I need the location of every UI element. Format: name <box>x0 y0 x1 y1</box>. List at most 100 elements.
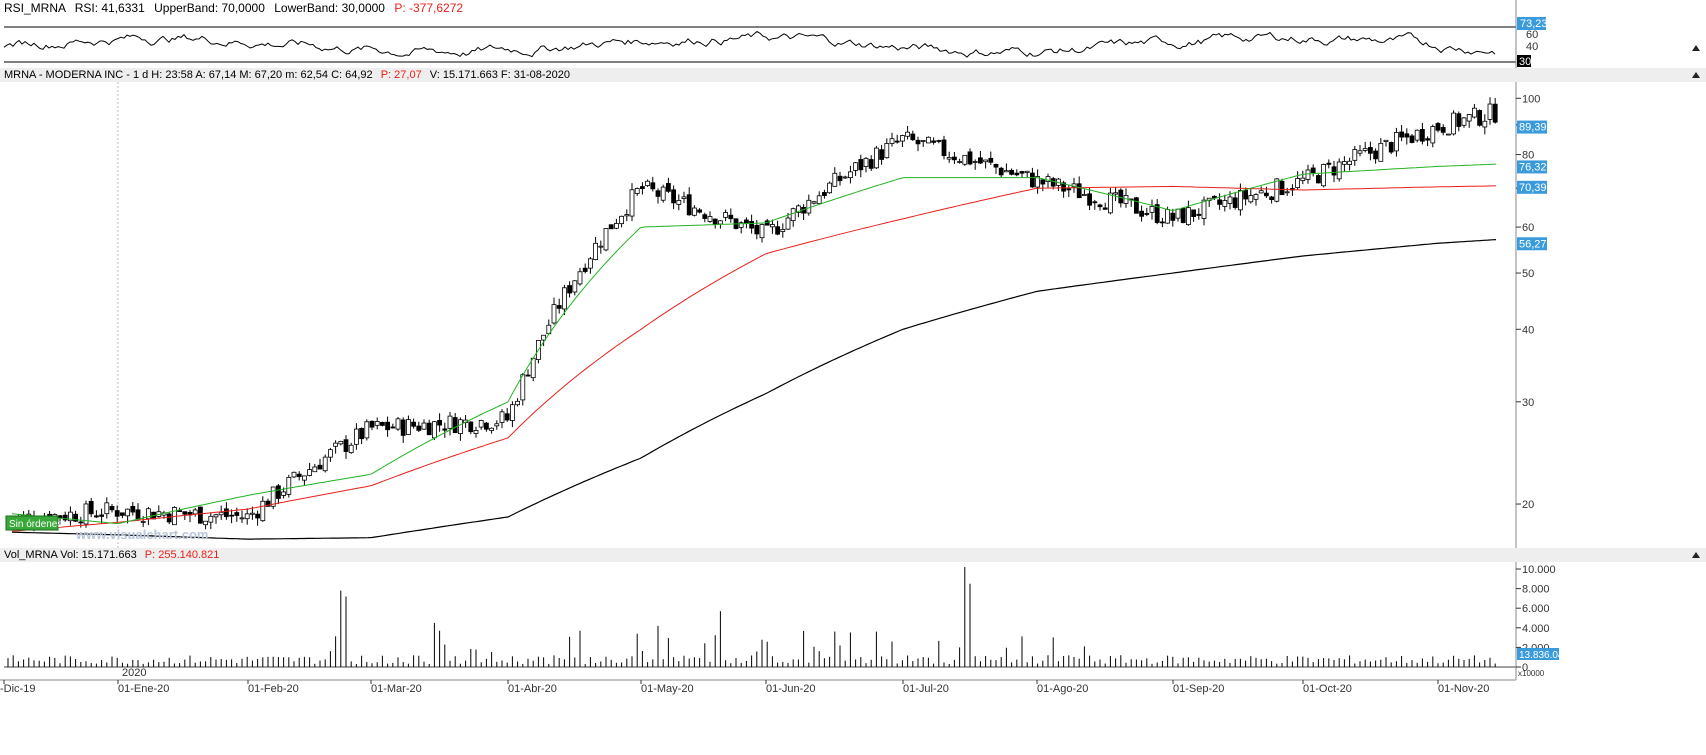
candle <box>338 440 344 445</box>
candle <box>1456 113 1462 127</box>
volume-tick-label: 10.000 <box>1522 564 1556 576</box>
x-tick-label: -Dic-19 <box>0 683 35 695</box>
candle <box>1222 200 1228 207</box>
candle <box>1243 189 1248 200</box>
candle <box>1342 161 1347 165</box>
price-tick-label: 50 <box>1522 268 1534 280</box>
ma-fast-line <box>11 163 1497 525</box>
candle <box>421 422 427 430</box>
candle <box>998 167 1004 176</box>
price-info: MRNA - MODERNA INC - 1 d H: 23:58 A: 67,… <box>4 69 570 81</box>
candle <box>1232 197 1238 208</box>
candle <box>1258 190 1264 194</box>
candle <box>1461 117 1467 126</box>
candle <box>707 216 713 222</box>
candle <box>457 419 463 434</box>
candle <box>577 271 583 285</box>
candle <box>1357 150 1363 154</box>
candle <box>1409 135 1415 143</box>
candle <box>614 223 619 229</box>
candle <box>624 214 630 217</box>
candle <box>957 161 962 163</box>
candle <box>728 214 734 220</box>
price-tick-label: 60 <box>1522 222 1534 234</box>
candle <box>1050 178 1056 187</box>
candle <box>1404 133 1410 138</box>
candle <box>333 442 339 447</box>
volume-tick-label: 8.000 <box>1522 584 1550 596</box>
rsi-lower-badge <box>1517 55 1531 67</box>
candle <box>848 171 853 179</box>
rsi-tick-40: 40 <box>1526 41 1538 53</box>
candle <box>889 138 895 144</box>
candle <box>400 419 406 436</box>
candle <box>1227 196 1233 204</box>
candle <box>863 157 869 167</box>
ma-mid-line <box>11 185 1496 532</box>
candle <box>99 514 104 517</box>
candle <box>572 280 578 293</box>
candle <box>1326 162 1332 165</box>
candle <box>952 156 957 161</box>
candle <box>1024 170 1030 173</box>
candle <box>894 140 900 143</box>
candle <box>832 172 838 187</box>
candle <box>874 147 879 169</box>
candle <box>541 334 546 341</box>
candle <box>1175 208 1181 219</box>
candle <box>796 205 801 213</box>
candle <box>473 430 479 434</box>
candle <box>483 422 489 430</box>
volume-expand-icon[interactable] <box>1692 552 1700 558</box>
candle <box>593 242 598 261</box>
price-plot <box>5 82 1498 550</box>
candle <box>452 417 458 433</box>
candle <box>83 503 89 525</box>
orders-button[interactable]: Sin órdenes <box>5 515 62 531</box>
price-badge <box>1517 180 1547 194</box>
candle <box>489 427 495 431</box>
rsi-panel: RSI_MRNA RSI: 41,6331 UpperBand: 70,0000… <box>0 0 1706 68</box>
candle <box>1087 193 1092 206</box>
rsi-expand-icon[interactable] <box>1692 45 1700 51</box>
candle <box>1004 170 1009 173</box>
candle <box>1170 212 1176 221</box>
price-tick-label: 80 <box>1522 150 1534 162</box>
candle <box>1284 191 1290 194</box>
candle <box>431 421 437 439</box>
candle <box>88 501 94 515</box>
candle <box>1451 112 1456 135</box>
candle <box>197 506 203 524</box>
candle <box>125 508 130 517</box>
candle <box>255 513 261 519</box>
candle <box>291 471 297 478</box>
candle <box>1118 189 1124 204</box>
candle <box>1238 190 1243 211</box>
candle <box>312 466 318 473</box>
candle <box>265 500 271 507</box>
candle <box>645 180 650 187</box>
candle <box>213 514 219 518</box>
candle <box>234 512 240 516</box>
candle <box>359 428 365 440</box>
candle <box>166 513 172 523</box>
candle <box>806 199 812 214</box>
x-tick-label: 01-Ago-20 <box>1037 683 1088 695</box>
candle <box>1430 126 1436 144</box>
candle <box>104 502 110 515</box>
candle <box>1383 139 1389 142</box>
candle <box>790 208 796 222</box>
candle <box>515 400 520 406</box>
candle <box>1472 107 1477 118</box>
watermark: www.visualchart.com <box>75 527 208 542</box>
candle <box>203 520 209 526</box>
price-expand-icon[interactable] <box>1692 72 1700 78</box>
candle <box>385 421 391 431</box>
candle <box>1134 197 1139 214</box>
candle <box>182 511 188 515</box>
candle <box>478 420 484 428</box>
price-tick-label: 20 <box>1522 499 1534 511</box>
candle <box>1482 120 1488 128</box>
candle <box>260 500 266 522</box>
